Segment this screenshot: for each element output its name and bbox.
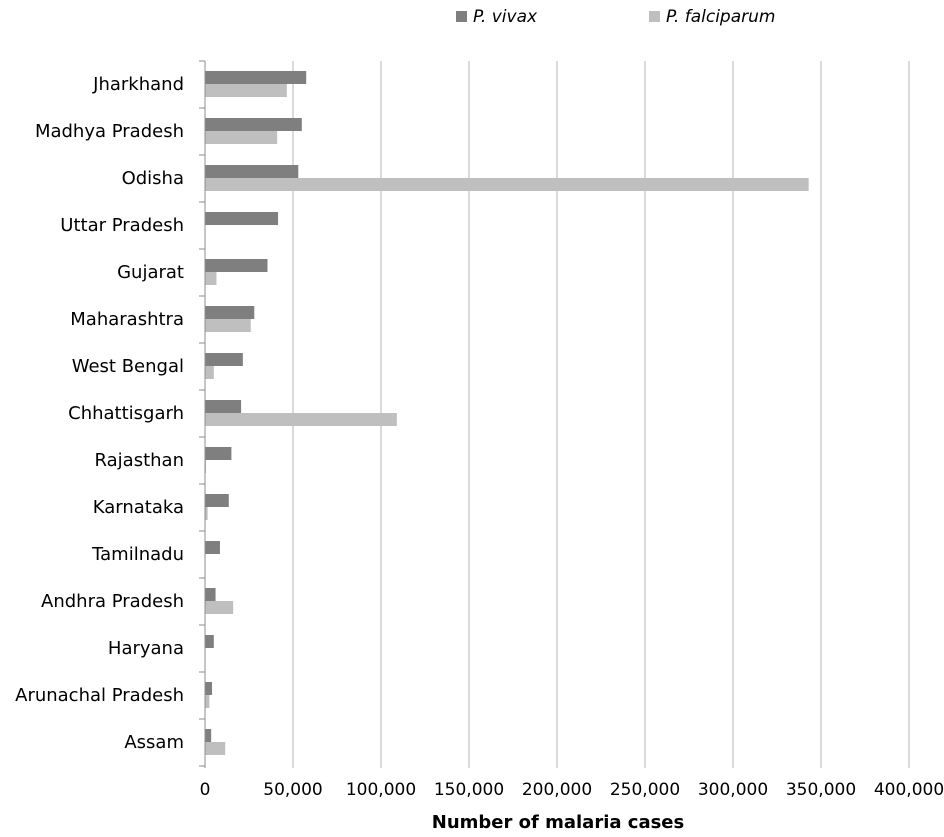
legend-label: P. vivax bbox=[473, 7, 538, 27]
category-label: Jharkhand bbox=[92, 74, 184, 95]
legend-swatch bbox=[649, 11, 660, 22]
bar bbox=[205, 212, 279, 225]
category-label: Tamilnadu bbox=[91, 544, 184, 565]
bar bbox=[205, 319, 251, 332]
bar bbox=[205, 695, 210, 708]
bar bbox=[205, 507, 208, 520]
bar bbox=[205, 118, 302, 131]
category-label: Odisha bbox=[122, 168, 184, 189]
bar bbox=[205, 84, 287, 97]
category-label: Maharashtra bbox=[70, 309, 184, 330]
category-label: Assam bbox=[124, 732, 184, 753]
x-tick-label: 400,000 bbox=[874, 780, 944, 800]
x-tick-label: 100,000 bbox=[346, 780, 416, 800]
bar bbox=[205, 178, 809, 191]
bar bbox=[205, 588, 216, 601]
x-tick-label: 200,000 bbox=[522, 780, 592, 800]
bar bbox=[205, 165, 299, 178]
legend-label: P. falciparum bbox=[666, 7, 775, 27]
x-tick-label: 50,000 bbox=[263, 780, 322, 800]
bar bbox=[205, 682, 213, 695]
category-label: Uttar Pradesh bbox=[60, 215, 184, 236]
bar bbox=[205, 366, 214, 379]
x-axis-title: Number of malaria cases bbox=[432, 812, 684, 833]
x-tick-label: 250,000 bbox=[610, 780, 680, 800]
bar bbox=[205, 729, 212, 742]
category-label: Madhya Pradesh bbox=[35, 121, 184, 142]
category-label: Gujarat bbox=[117, 262, 184, 283]
x-tick-label: 0 bbox=[200, 780, 211, 800]
bar bbox=[205, 131, 278, 144]
bar bbox=[205, 601, 234, 614]
legend-swatch bbox=[456, 11, 467, 22]
bar bbox=[205, 353, 243, 366]
category-label: Rajasthan bbox=[95, 450, 184, 471]
category-label: Andhra Pradesh bbox=[41, 591, 184, 612]
bar bbox=[205, 272, 217, 285]
bar bbox=[205, 541, 220, 554]
category-label: Karnataka bbox=[93, 497, 184, 518]
bar bbox=[205, 259, 268, 272]
bar bbox=[205, 635, 214, 648]
bar bbox=[205, 400, 242, 413]
category-label: Arunachal Pradesh bbox=[15, 685, 184, 706]
bar bbox=[205, 494, 229, 507]
bar bbox=[205, 742, 226, 755]
category-label: West Bengal bbox=[72, 356, 184, 377]
x-tick-label: 350,000 bbox=[786, 780, 856, 800]
category-label: Haryana bbox=[108, 638, 184, 659]
category-label: Chhattisgarh bbox=[68, 403, 184, 424]
x-tick-label: 300,000 bbox=[698, 780, 768, 800]
bar bbox=[205, 413, 397, 426]
bar bbox=[205, 447, 232, 460]
bar bbox=[205, 71, 307, 84]
x-tick-label: 150,000 bbox=[434, 780, 504, 800]
bar bbox=[205, 306, 255, 319]
